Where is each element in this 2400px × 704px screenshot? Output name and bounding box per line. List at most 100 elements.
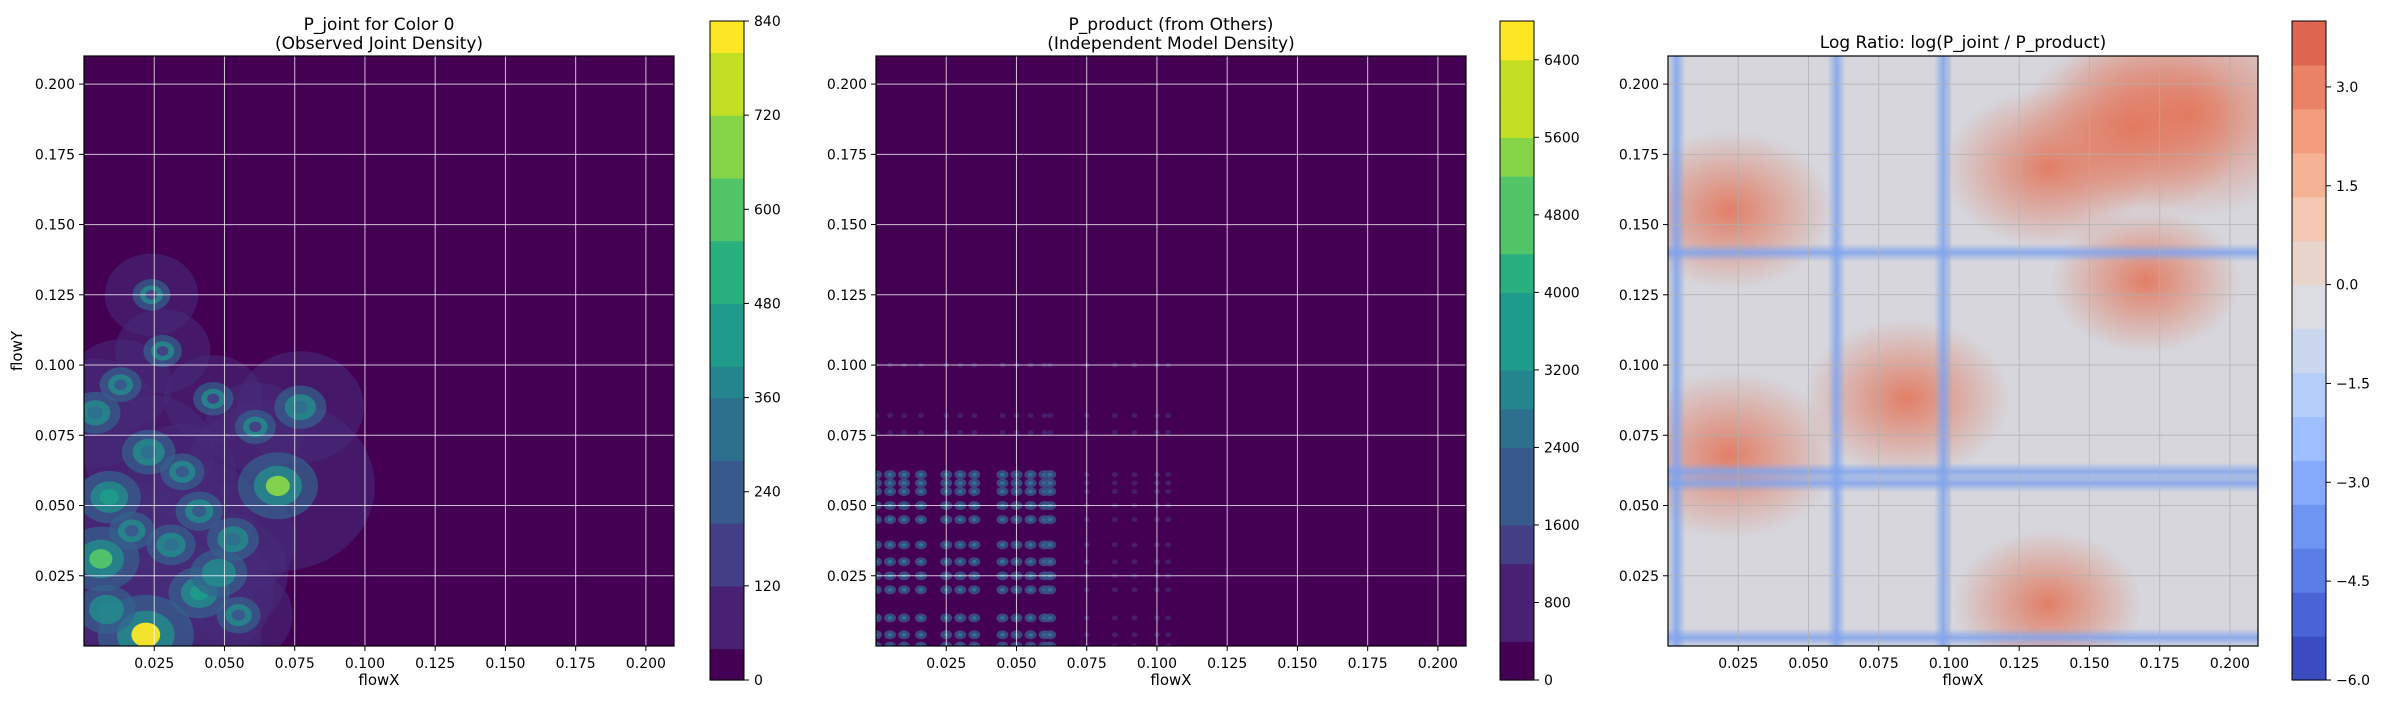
x-tick-label: 0.075 <box>1859 656 1899 672</box>
colorbar-swatch <box>710 52 744 85</box>
y-tick-label: 0.200 <box>827 77 867 93</box>
x-tick-label: 0.100 <box>345 656 385 672</box>
density-peak-core <box>957 588 963 592</box>
density-peak-core <box>1028 543 1033 547</box>
colorbar-swatch <box>710 366 744 399</box>
density-peak <box>1165 429 1172 435</box>
density-peak <box>1165 480 1172 486</box>
colorbar-swatch <box>1500 331 1534 371</box>
density-peak-core <box>1028 489 1033 494</box>
density-peak-core <box>1000 543 1005 547</box>
colorbar-swatch <box>710 83 744 116</box>
gridlines <box>876 56 1466 646</box>
density-peak <box>876 613 882 623</box>
colorbar-tick-label: 0.0 <box>2336 278 2358 294</box>
density-peak <box>957 429 964 435</box>
x-axis-label: flowX <box>358 671 399 689</box>
density-peak-core <box>918 481 924 485</box>
density-peak <box>1131 429 1138 435</box>
density-peak <box>292 400 309 414</box>
density-peak-core <box>887 632 893 637</box>
positive-region <box>1943 88 2151 248</box>
colorbar-swatch <box>710 21 744 53</box>
density-peak-core <box>957 543 963 547</box>
density-peak <box>876 557 882 567</box>
density-peak <box>265 475 290 497</box>
heatmap-area <box>84 56 674 646</box>
y-axis: 0.025 0.050 0.075 0.100 0.125 0.150 0.175 0.200 <box>35 77 84 585</box>
heatmap-area <box>1668 56 2258 646</box>
density-peak-core <box>957 559 963 564</box>
colorbar-tick-label: 840 <box>754 14 781 30</box>
density-peak <box>1131 480 1138 486</box>
density-peak-core <box>1028 517 1033 522</box>
density-peak <box>1111 413 1118 419</box>
density-peak <box>1111 632 1118 638</box>
heatmap-regions <box>1668 56 2258 646</box>
density-peak-core <box>957 489 963 494</box>
y-tick-label: 0.050 <box>1619 499 1659 515</box>
density-peak <box>156 346 169 356</box>
x-tick-label: 0.200 <box>2210 656 2250 672</box>
density-peak <box>1111 643 1118 646</box>
colorbar-swatch <box>710 209 744 242</box>
colorbar-swatch <box>710 428 744 461</box>
density-peak-core <box>957 632 963 637</box>
colorbar-swatch <box>2292 460 2326 505</box>
density-peak <box>1165 472 1172 478</box>
density-peak <box>876 470 882 480</box>
density-peak-core <box>1047 632 1053 637</box>
density-peak <box>1131 542 1138 548</box>
density-peak <box>917 429 924 435</box>
colorbar-swatch <box>1500 98 1534 138</box>
y-tick-label: 0.075 <box>35 428 75 444</box>
y-tick-label: 0.100 <box>35 358 75 374</box>
density-peak-core <box>1000 616 1005 620</box>
density-peak <box>1047 429 1054 435</box>
y-tick-label: 0.100 <box>827 358 867 374</box>
x-axis-label: flowX <box>1150 671 1191 689</box>
colorbar-tick-label: 3200 <box>1544 363 1580 379</box>
x-tick-label: 0.175 <box>1348 656 1388 672</box>
colorbar-swatch <box>2292 108 2326 154</box>
density-peak-core <box>1047 543 1053 547</box>
colorbar-swatch <box>1500 602 1534 642</box>
colorbar-tick-label: 600 <box>754 202 781 218</box>
colorbar-swatch <box>1500 137 1534 177</box>
density-peak-core <box>901 472 907 477</box>
density-peak-core <box>918 543 924 547</box>
density-peak <box>1165 632 1172 638</box>
density-peak <box>1024 641 1037 646</box>
density-peak-core <box>901 559 907 564</box>
colorbar-tick-label: 2400 <box>1544 440 1580 456</box>
colorbar-swatch <box>710 617 744 650</box>
density-peak <box>1165 488 1172 494</box>
colorbar-swatch <box>1500 21 1534 61</box>
x-tick-label: 0.125 <box>1207 656 1247 672</box>
colorbar-swatch <box>1500 214 1534 255</box>
colorbar-swatch <box>2292 328 2326 374</box>
y-tick-label: 0.175 <box>827 147 867 163</box>
panel-log-ratio: Log Ratio: log(P_joint / P_product) 0.02… <box>1619 20 2370 689</box>
density-peak-core <box>1000 489 1005 494</box>
colorbar-frame <box>1499 20 1535 681</box>
colorbar-tick-label: 3.0 <box>2336 80 2358 96</box>
density-peak <box>1131 559 1138 565</box>
plot-frame <box>1667 55 2259 647</box>
negative-band-y <box>1668 462 2258 481</box>
x-tick-label: 0.050 <box>1788 656 1828 672</box>
density-peak-core <box>971 543 977 547</box>
density-peak-core <box>901 489 907 494</box>
density-peak <box>1131 632 1138 638</box>
panel-product: P_product (from Others) (Independent Mod… <box>827 15 1580 689</box>
density-peak-core <box>971 472 977 477</box>
density-peak-core <box>918 489 924 494</box>
density-peak-core <box>918 616 924 620</box>
colorbar-swatch <box>710 648 744 681</box>
density-peak <box>1027 429 1034 435</box>
density-peak <box>1165 559 1172 565</box>
colorbar-tick-label: 4800 <box>1544 208 1580 224</box>
density-peak <box>131 622 161 646</box>
density-peak-core <box>887 588 893 592</box>
density-peak-core <box>1028 632 1033 637</box>
